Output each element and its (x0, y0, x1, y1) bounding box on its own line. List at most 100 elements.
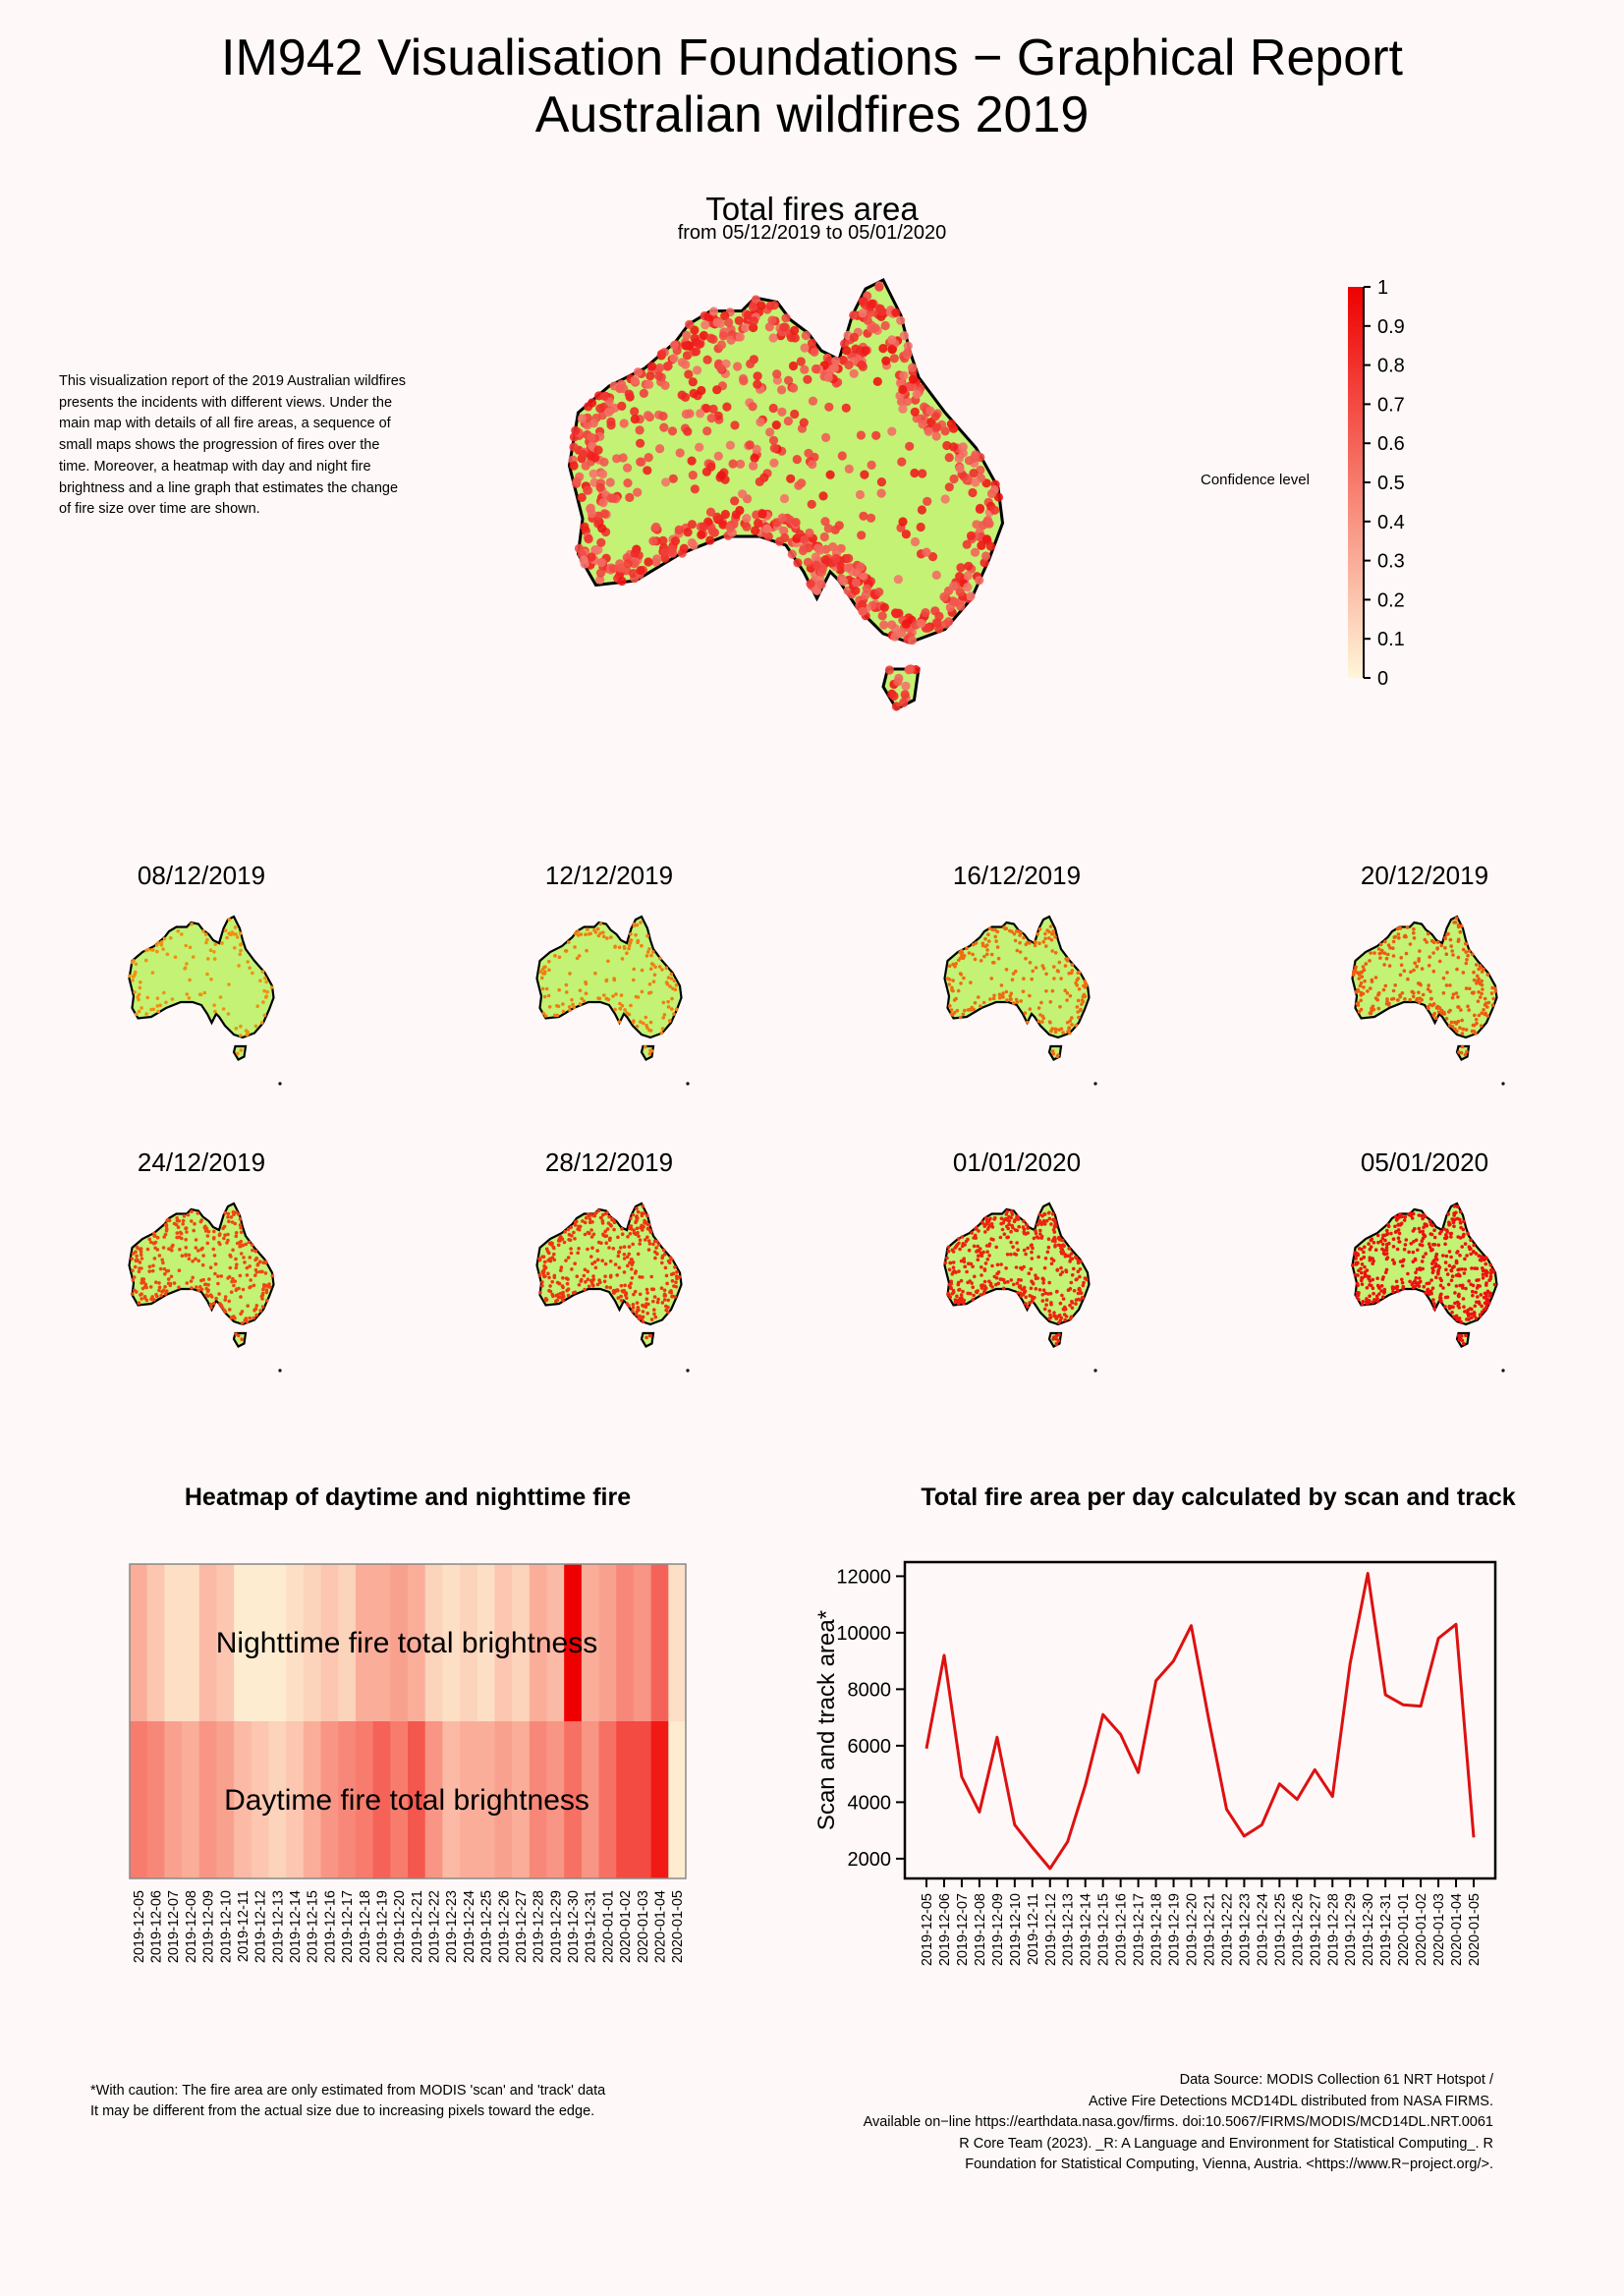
fire-point (1418, 996, 1423, 1000)
fire-point (705, 535, 715, 545)
x-tick-label: 2020-01-05 (1467, 1893, 1483, 1966)
fire-point (253, 1273, 257, 1277)
fire-point (1420, 1243, 1425, 1248)
fire-point (177, 1235, 182, 1239)
fire-point (1010, 1223, 1014, 1228)
fire-point (152, 1298, 156, 1302)
fire-point (851, 578, 861, 588)
fire-point (617, 1251, 621, 1255)
fire-point (622, 1245, 627, 1249)
fire-point (1007, 1222, 1011, 1226)
fire-point (1398, 973, 1403, 978)
fire-point (659, 547, 669, 557)
fire-point (606, 997, 611, 1002)
fire-point (640, 1211, 644, 1215)
fire-point (1381, 1275, 1385, 1279)
fire-point (756, 418, 765, 427)
fire-point (1484, 1283, 1488, 1287)
fire-point (607, 1214, 611, 1219)
fire-point (1450, 1305, 1454, 1309)
fire-point (587, 1212, 590, 1216)
fire-point (1439, 943, 1444, 948)
fire-point (646, 1248, 651, 1252)
fire-point (133, 1264, 138, 1269)
fire-point (581, 1219, 585, 1223)
fire-point (1041, 1220, 1045, 1224)
fire-point (824, 402, 834, 412)
fire-point (1368, 1256, 1372, 1260)
fire-point (612, 1227, 616, 1232)
fire-point (200, 1262, 205, 1267)
fire-point (981, 1000, 986, 1005)
fire-point (236, 1212, 241, 1216)
description-text: This visualization report of the 2019 Au… (59, 373, 407, 518)
fire-point (1070, 1257, 1075, 1260)
fire-point (1376, 1006, 1381, 1011)
fire-point (205, 937, 209, 942)
fire-point (644, 954, 649, 958)
fire-point (1053, 1027, 1057, 1032)
fire-point (558, 1295, 562, 1300)
fire-point (240, 1321, 245, 1325)
fire-point (172, 1281, 177, 1285)
fire-point (563, 1230, 567, 1234)
fire-point (667, 1019, 672, 1023)
fire-point (570, 1267, 574, 1271)
fire-point (253, 1024, 258, 1029)
fire-point (263, 976, 267, 980)
fire-point (176, 929, 180, 933)
fire-point (223, 1298, 227, 1302)
fire-point (1037, 927, 1042, 931)
heatmap-cell (216, 1564, 235, 1721)
fire-point (951, 1290, 956, 1295)
fire-point (1054, 1224, 1058, 1229)
fire-point (540, 1270, 545, 1274)
fire-point (234, 1257, 238, 1261)
fire-point (1462, 1271, 1467, 1275)
fire-point (1458, 1220, 1463, 1225)
fire-point (971, 1285, 975, 1289)
fire-point (1356, 1273, 1360, 1277)
fire-point (1017, 1277, 1021, 1282)
fire-point (265, 989, 269, 994)
fire-point (661, 1248, 666, 1253)
fire-point (196, 1249, 200, 1253)
fire-point (1454, 1259, 1459, 1263)
fire-point (1016, 1291, 1020, 1295)
fire-point (1363, 979, 1367, 983)
fire-point (1371, 1004, 1375, 1009)
fire-point (177, 1218, 181, 1223)
fire-point (958, 950, 962, 955)
fire-point (916, 522, 925, 532)
fire-point (631, 1260, 636, 1264)
fire-point (1448, 1008, 1452, 1013)
fire-point (762, 524, 772, 533)
fire-point (982, 1284, 987, 1288)
fire-point (867, 460, 876, 470)
fire-point (557, 955, 562, 960)
fire-point (1373, 1248, 1378, 1252)
fire-point (661, 1016, 665, 1020)
fire-point (595, 1258, 600, 1262)
fire-point (634, 1313, 639, 1316)
fire-point (1426, 931, 1430, 936)
fire-point (634, 1220, 638, 1224)
fire-point (859, 511, 868, 521)
fire-point (688, 471, 698, 480)
fire-point (609, 1224, 613, 1228)
fire-point (1398, 1260, 1403, 1263)
fire-point (800, 364, 810, 374)
fire-point (155, 949, 159, 954)
fire-point (1074, 1256, 1079, 1260)
fire-point (1428, 989, 1432, 993)
fire-point (985, 948, 989, 952)
fire-point (237, 1286, 241, 1291)
fire-point (951, 1260, 956, 1264)
fire-point (157, 1285, 162, 1290)
fire-point (1480, 1011, 1484, 1015)
fire-point (985, 1250, 989, 1254)
legend-tick-label: 0.2 (1377, 589, 1405, 611)
fire-point (728, 459, 738, 469)
fire-point (954, 962, 958, 966)
fire-point (670, 1007, 674, 1011)
